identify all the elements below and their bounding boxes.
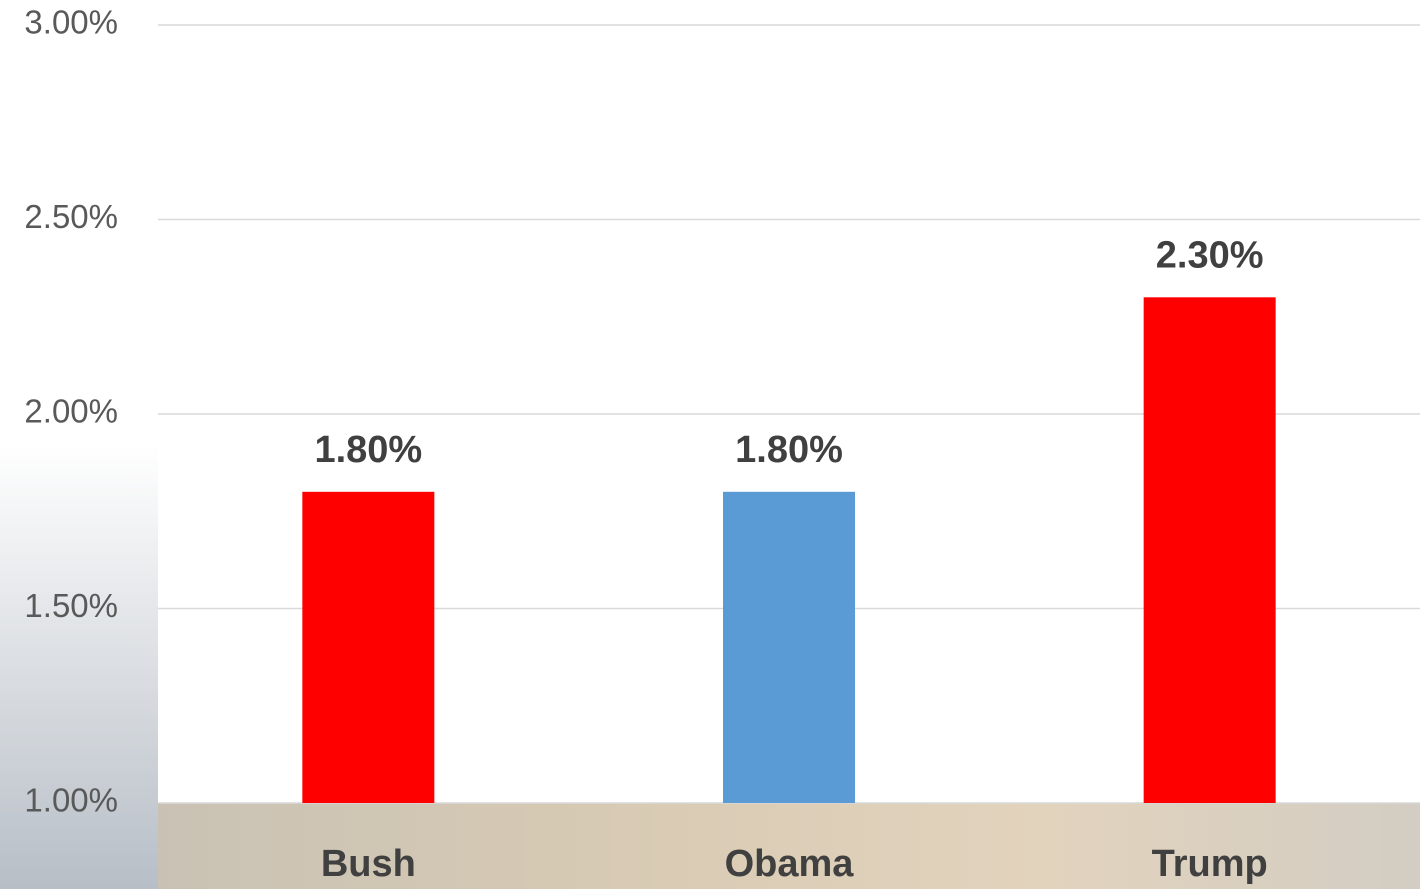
- bar: [302, 491, 435, 803]
- y-tick-label: 1.50%: [24, 587, 118, 624]
- x-tick-label: Trump: [1152, 843, 1268, 885]
- data-label: 2.30%: [1156, 234, 1264, 276]
- y-tick-label: 3.00%: [24, 4, 118, 41]
- data-label: 1.80%: [314, 429, 422, 471]
- y-tick-label: 2.00%: [24, 393, 118, 430]
- bar: [1143, 297, 1276, 803]
- y-tick-label: 2.50%: [24, 198, 118, 235]
- bar: [723, 491, 855, 803]
- x-tick-label: Obama: [725, 843, 855, 885]
- data-label: 1.80%: [735, 429, 843, 471]
- x-tick-label: Bush: [321, 843, 416, 885]
- background-image: [158, 803, 1420, 889]
- background-image: [0, 0, 158, 889]
- plot-area: 1.00% 1.50% 2.00% 2.50% 3.00% 1.80% Bush 1.80% O…: [24, 4, 1420, 885]
- y-tick-label: 1.00%: [24, 782, 118, 819]
